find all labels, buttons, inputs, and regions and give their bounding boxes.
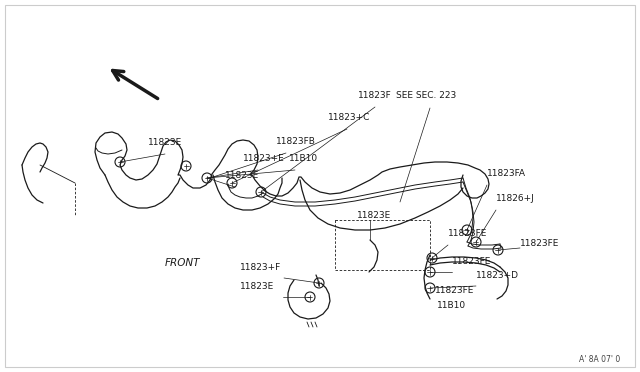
- Text: SEE SEC. 223: SEE SEC. 223: [396, 91, 456, 100]
- Text: 11826+J: 11826+J: [496, 194, 535, 203]
- Text: 11823E: 11823E: [148, 138, 182, 147]
- Text: 11823FA: 11823FA: [487, 169, 526, 178]
- Text: 11823+D: 11823+D: [476, 271, 519, 280]
- Text: A' 8A 07' 0: A' 8A 07' 0: [579, 355, 620, 364]
- Text: 11823E: 11823E: [225, 171, 259, 180]
- Text: 11823+C: 11823+C: [328, 113, 371, 122]
- Text: 11823+E: 11823+E: [243, 154, 285, 163]
- Text: 11823FE: 11823FE: [435, 286, 474, 295]
- Text: 11823FE: 11823FE: [448, 229, 488, 238]
- Text: 11823+F: 11823+F: [240, 263, 281, 272]
- Text: 11B10: 11B10: [289, 154, 318, 163]
- Text: 11823E: 11823E: [240, 282, 275, 291]
- Text: 11823FE: 11823FE: [452, 257, 492, 266]
- Text: 11823FE: 11823FE: [520, 239, 559, 248]
- Text: 11823E: 11823E: [357, 211, 391, 220]
- Text: 11823F: 11823F: [358, 91, 392, 100]
- Text: 11823FB: 11823FB: [276, 137, 316, 146]
- Text: FRONT: FRONT: [165, 258, 200, 268]
- Text: 11B10: 11B10: [437, 301, 466, 310]
